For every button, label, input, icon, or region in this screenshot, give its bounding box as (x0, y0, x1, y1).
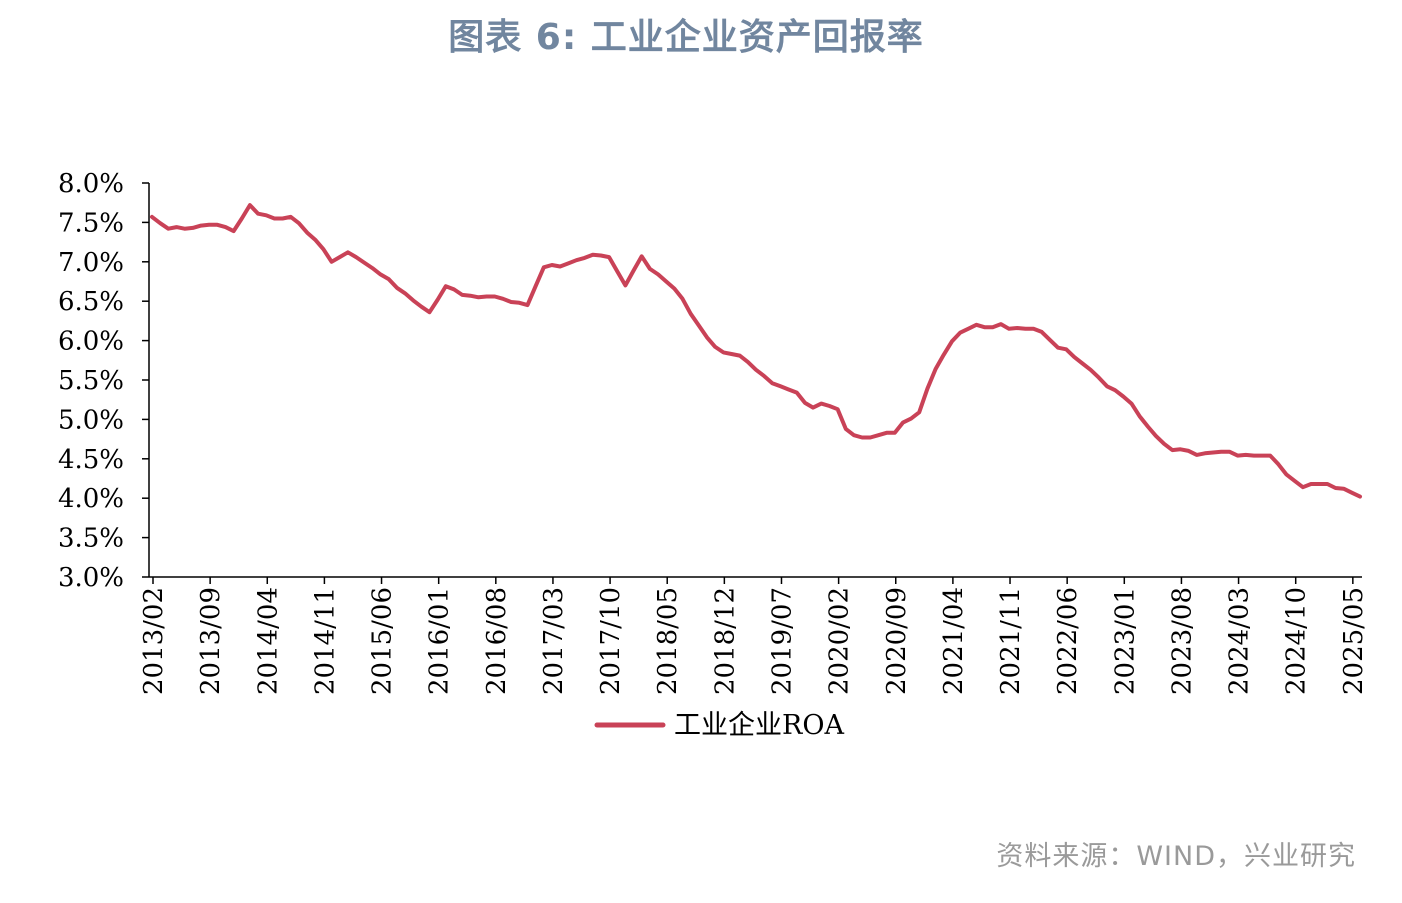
x-tick-label: 2018/05 (653, 587, 683, 695)
x-tick-label: 2017/03 (539, 587, 569, 695)
x-tick-label: 2023/01 (1110, 587, 1140, 695)
x-tick-label: 2015/06 (368, 587, 398, 695)
x-tick-label: 2024/03 (1225, 587, 1255, 695)
series-line (150, 203, 1362, 499)
y-tick-label: 5.5% (58, 366, 124, 396)
x-tick-label: 2018/12 (710, 587, 740, 695)
y-tick-label: 7.5% (58, 208, 124, 238)
x-tick-label: 2024/10 (1282, 587, 1312, 695)
x-tick-label: 2013/02 (139, 587, 169, 695)
x-tick-label: 2014/04 (253, 587, 283, 695)
y-tick-label: 8.0% (58, 169, 124, 199)
series-layer (150, 203, 1362, 499)
x-tick-label: 2021/11 (996, 587, 1026, 695)
x-tick-label: 2022/06 (1053, 587, 1083, 695)
y-tick-label: 3.0% (58, 563, 124, 593)
x-tick-label: 2021/04 (939, 587, 969, 695)
y-tick-label: 4.0% (58, 484, 124, 514)
y-tick-label: 7.0% (58, 248, 124, 278)
chart-title: 图表 6: 工业企业资产回报率 (448, 17, 924, 58)
x-tick-label: 2023/08 (1167, 587, 1197, 695)
x-tick-label: 2016/08 (482, 587, 512, 695)
legend-label: 工业企业ROA (674, 710, 844, 741)
y-tick-label: 6.0% (58, 327, 124, 357)
x-tick-label: 2014/11 (310, 587, 340, 695)
x-tick-label: 2020/09 (882, 587, 912, 695)
source-note: 资料来源：WIND，兴业研究 (996, 841, 1356, 872)
y-axis: 3.0% 3.5% 4.0% 4.5% 5.0% 5.5% 6.0% 6.5% 7.0% 7.5%… (58, 169, 150, 593)
y-tick-label: 3.5% (58, 524, 124, 554)
y-tick-label: 4.5% (58, 445, 124, 475)
x-tick-label: 2025/05 (1339, 587, 1369, 695)
y-tick-label: 5.0% (58, 405, 124, 435)
y-tick-label: 6.5% (58, 287, 124, 317)
x-axis: 2013/02 2013/09 2014/04 2014/11 2015/06 2016/… (139, 576, 1369, 695)
x-tick-label: 2013/09 (196, 587, 226, 695)
x-tick-label: 2016/01 (425, 587, 455, 695)
x-tick-label: 2019/07 (767, 587, 797, 695)
x-tick-label: 2017/10 (596, 587, 626, 695)
legend: 工业企业ROA (594, 710, 844, 741)
x-tick-label: 2020/02 (825, 587, 855, 695)
